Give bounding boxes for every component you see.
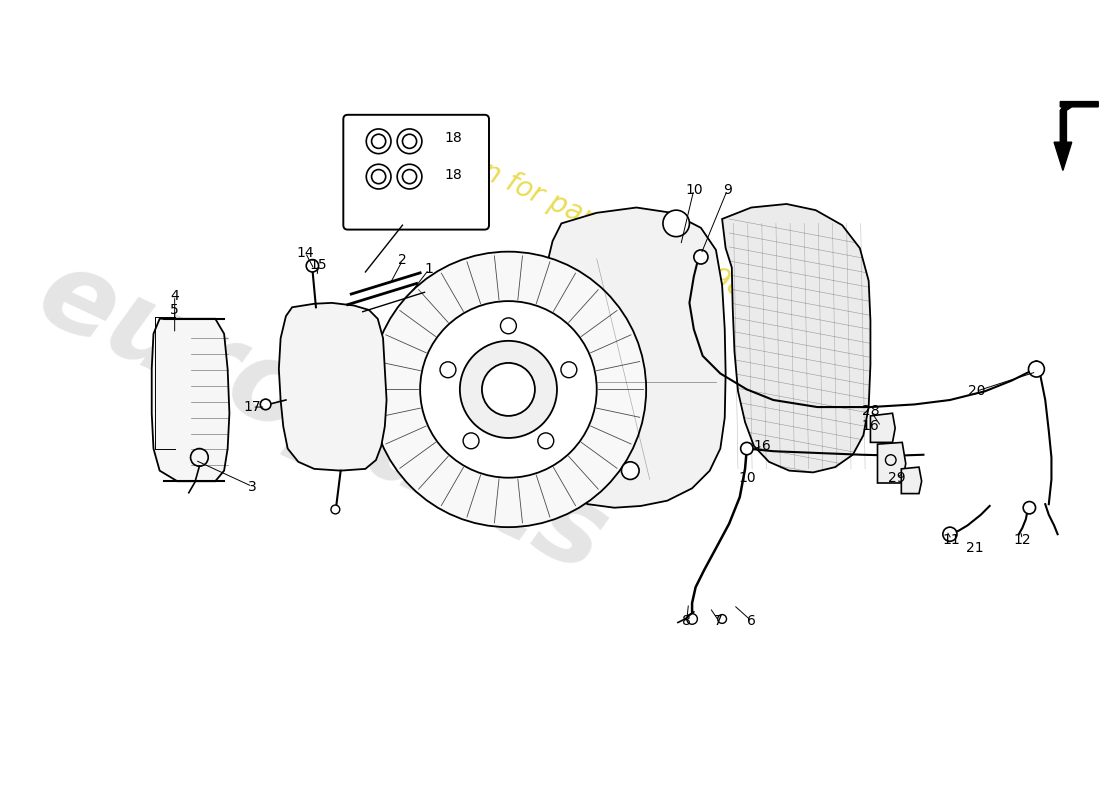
- Circle shape: [1028, 361, 1044, 377]
- Circle shape: [331, 505, 340, 514]
- Text: 16: 16: [754, 439, 771, 453]
- Text: 15: 15: [310, 258, 328, 272]
- Text: 2: 2: [398, 254, 407, 267]
- Text: 14: 14: [297, 246, 315, 259]
- Ellipse shape: [371, 252, 646, 527]
- Circle shape: [1023, 502, 1035, 514]
- Text: 8: 8: [682, 614, 691, 628]
- Polygon shape: [870, 414, 895, 442]
- Text: 12: 12: [1013, 533, 1031, 546]
- Circle shape: [538, 433, 553, 449]
- Text: 18: 18: [444, 168, 463, 182]
- Polygon shape: [901, 467, 922, 494]
- Text: 3: 3: [248, 479, 256, 494]
- Circle shape: [561, 362, 576, 378]
- Text: 11: 11: [943, 533, 960, 546]
- Circle shape: [740, 442, 754, 454]
- Ellipse shape: [460, 341, 557, 438]
- Text: 17: 17: [243, 400, 261, 414]
- Polygon shape: [542, 207, 726, 508]
- Text: 4: 4: [170, 289, 179, 303]
- Text: 20: 20: [968, 384, 986, 398]
- Text: 1: 1: [425, 262, 433, 276]
- Ellipse shape: [420, 301, 596, 478]
- Polygon shape: [279, 303, 386, 470]
- Text: 6: 6: [747, 614, 756, 628]
- Text: 7: 7: [714, 614, 723, 628]
- Polygon shape: [152, 318, 230, 482]
- Circle shape: [621, 462, 639, 479]
- Polygon shape: [722, 204, 870, 473]
- Text: 9: 9: [723, 183, 732, 197]
- Text: 10: 10: [738, 470, 756, 485]
- Ellipse shape: [482, 363, 535, 416]
- Text: a passion for parts since 1985: a passion for parts since 1985: [374, 109, 767, 311]
- Polygon shape: [878, 442, 905, 483]
- Circle shape: [686, 614, 697, 624]
- Text: 18: 18: [444, 130, 463, 145]
- Circle shape: [306, 260, 319, 272]
- Text: 16: 16: [861, 419, 879, 434]
- Circle shape: [694, 250, 708, 264]
- Text: europarts: europarts: [22, 239, 624, 596]
- Text: 21: 21: [966, 542, 983, 555]
- FancyBboxPatch shape: [343, 115, 490, 230]
- Polygon shape: [1054, 102, 1098, 170]
- Circle shape: [440, 362, 455, 378]
- Text: 5: 5: [170, 303, 179, 317]
- Circle shape: [717, 614, 726, 623]
- Text: 29: 29: [888, 470, 905, 485]
- Circle shape: [500, 318, 516, 334]
- Circle shape: [463, 433, 478, 449]
- Text: 10: 10: [685, 183, 703, 197]
- Circle shape: [261, 399, 271, 410]
- Text: 28: 28: [861, 403, 879, 418]
- Circle shape: [943, 527, 957, 542]
- Circle shape: [663, 210, 690, 237]
